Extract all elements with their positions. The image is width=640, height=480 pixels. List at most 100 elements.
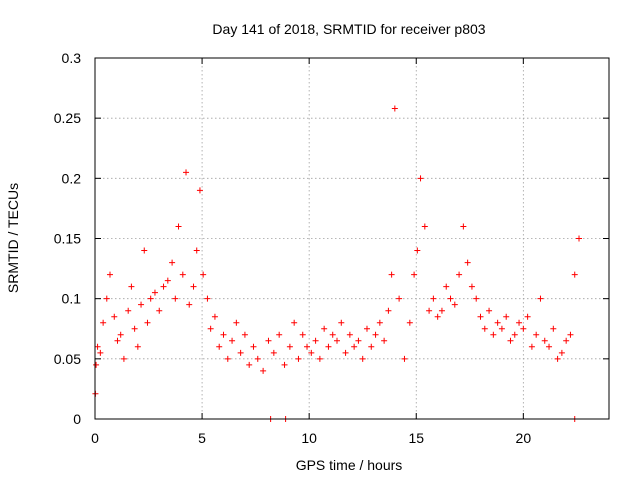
- y-tick-label: 0.25: [54, 110, 81, 126]
- x-tick-label: 15: [408, 430, 424, 446]
- data-point: [401, 355, 408, 362]
- data-point: [128, 283, 135, 290]
- data-point: [329, 331, 336, 338]
- data-point: [507, 337, 514, 344]
- y-tick-label: 0.2: [62, 170, 82, 186]
- x-axis-label: GPS time / hours: [296, 457, 403, 473]
- data-point: [93, 361, 100, 368]
- data-point: [477, 313, 484, 320]
- y-tick-label: 0.15: [54, 231, 81, 247]
- data-point: [558, 349, 565, 356]
- data-point: [233, 319, 240, 326]
- data-point: [114, 337, 121, 344]
- x-tick-label: 0: [91, 430, 99, 446]
- data-point: [196, 187, 203, 194]
- data-point: [498, 325, 505, 332]
- data-point: [164, 277, 171, 284]
- data-point: [204, 295, 211, 302]
- data-point: [414, 247, 421, 254]
- data-point: [511, 331, 518, 338]
- y-tick-label: 0.05: [54, 351, 81, 367]
- grid-layer: [95, 58, 609, 419]
- data-point: [286, 343, 293, 350]
- data-point: [229, 337, 236, 344]
- data-point: [334, 337, 341, 344]
- data-point: [346, 331, 353, 338]
- data-point: [131, 325, 138, 332]
- data-point: [460, 223, 467, 230]
- data-point: [503, 313, 510, 320]
- data-point: [381, 337, 388, 344]
- data-point: [486, 307, 493, 314]
- data-point: [270, 349, 277, 356]
- data-point: [554, 355, 561, 362]
- data-point: [276, 331, 283, 338]
- data-point: [576, 235, 583, 242]
- data-point: [175, 223, 182, 230]
- data-point: [520, 325, 527, 332]
- data-point: [368, 343, 375, 350]
- data-point: [291, 319, 298, 326]
- data-point: [193, 247, 200, 254]
- data-point: [438, 307, 445, 314]
- data-point: [281, 361, 288, 368]
- data-point: [516, 319, 523, 326]
- x-tick-label: 10: [301, 430, 317, 446]
- data-point: [147, 295, 154, 302]
- data-point: [447, 295, 454, 302]
- data-point: [141, 247, 148, 254]
- data-point: [183, 169, 190, 176]
- data-point: [541, 337, 548, 344]
- data-point: [144, 319, 151, 326]
- data-point: [490, 331, 497, 338]
- data-point: [396, 295, 403, 302]
- data-point: [179, 271, 186, 278]
- data-point: [563, 337, 570, 344]
- data-point: [451, 301, 458, 308]
- data-point: [241, 331, 248, 338]
- data-point: [342, 349, 349, 356]
- data-point: [546, 343, 553, 350]
- data-point: [97, 349, 104, 356]
- data-point: [151, 289, 158, 296]
- data-point: [304, 343, 311, 350]
- data-point: [524, 313, 531, 320]
- data-point: [172, 295, 179, 302]
- data-point: [391, 105, 398, 112]
- data-point: [434, 313, 441, 320]
- data-point: [117, 331, 124, 338]
- data-point: [200, 271, 207, 278]
- data-point: [376, 319, 383, 326]
- data-point: [316, 355, 323, 362]
- data-point: [571, 271, 578, 278]
- data-point: [468, 283, 475, 290]
- data-point: [120, 355, 127, 362]
- data-point: [426, 307, 433, 314]
- data-point: [533, 331, 540, 338]
- data-point: [325, 343, 332, 350]
- data-point: [156, 307, 163, 314]
- y-tick-label: 0.3: [62, 50, 82, 66]
- data-point: [134, 343, 141, 350]
- data-point: [355, 337, 362, 344]
- data-point: [537, 295, 544, 302]
- data-point: [260, 367, 267, 374]
- tick-labels-layer: 0 0.05 0.1 0.15 0.2 0.25 0.3 0 5 10 15 20: [54, 50, 532, 446]
- data-point: [250, 343, 257, 350]
- data-point: [550, 325, 557, 332]
- ticks-layer: [94, 57, 609, 420]
- data-point: [385, 307, 392, 314]
- data-point: [224, 355, 231, 362]
- data-point: [186, 301, 193, 308]
- data-point: [338, 319, 345, 326]
- data-point: [481, 325, 488, 332]
- data-point: [421, 223, 428, 230]
- points-layer: [92, 105, 583, 422]
- data-point: [246, 361, 253, 368]
- data-point: [100, 319, 107, 326]
- data-point: [411, 271, 418, 278]
- y-tick-label: 0: [73, 411, 81, 427]
- data-point: [312, 337, 319, 344]
- chart-title: Day 141 of 2018, SRMTID for receiver p80…: [212, 21, 485, 37]
